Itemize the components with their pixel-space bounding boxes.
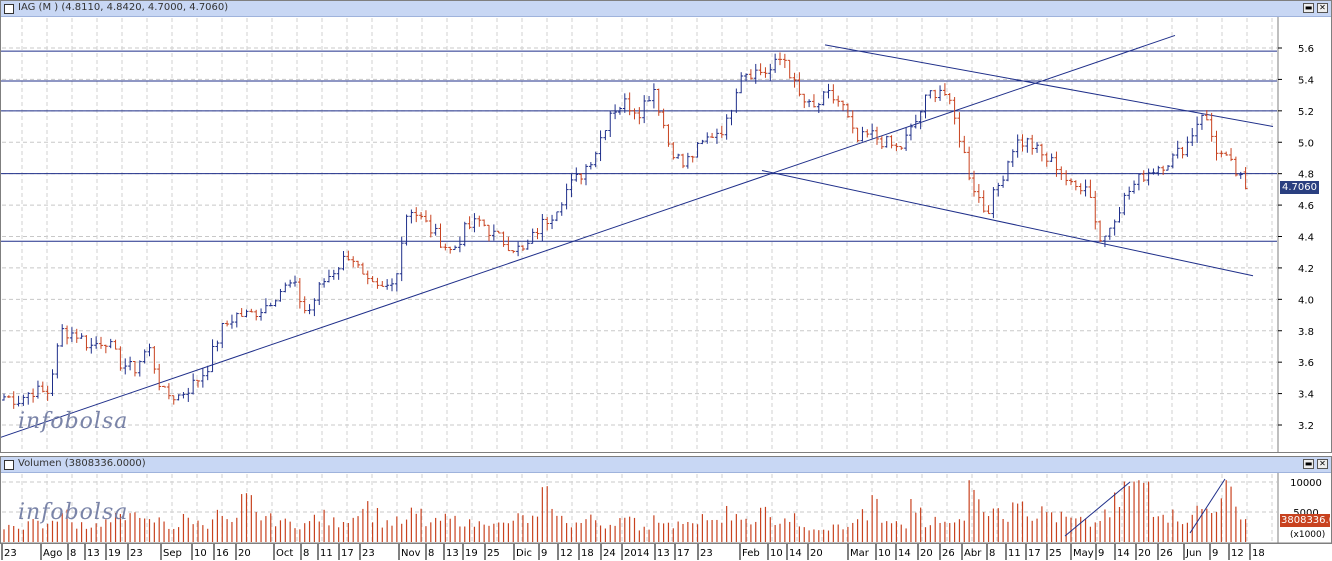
x-tick-label: 26 xyxy=(942,548,955,559)
x-tick-label: 24 xyxy=(603,548,616,559)
x-tick-label: 12 xyxy=(1231,548,1244,559)
x-tick-label: 20 xyxy=(920,548,933,559)
x-tick-label: 13 xyxy=(87,548,100,559)
volume-trendline xyxy=(1064,481,1131,537)
x-tick-label: 23 xyxy=(4,548,17,559)
y-tick-label: 3.4 xyxy=(1298,390,1314,401)
close-button[interactable]: ✕ xyxy=(1317,3,1328,13)
x-tick-label: 18 xyxy=(1252,548,1265,559)
x-tick-label: 9 xyxy=(541,548,547,559)
x-tick-label: 13 xyxy=(446,548,459,559)
last-volume-badge: 3808336.0 xyxy=(1280,514,1330,527)
y-tick-label: 3.2 xyxy=(1298,421,1314,432)
x-tick-label: 20 xyxy=(810,548,823,559)
infobolsa-logo: infobolsa xyxy=(18,500,129,525)
x-tick-label: 18 xyxy=(581,548,594,559)
x-tick-label: 23 xyxy=(362,548,375,559)
x-tick-label: 8 xyxy=(303,548,309,559)
y-tick-label: 3.8 xyxy=(1298,327,1314,338)
volume-panel-title: Volumen (3808336.0000) xyxy=(18,458,146,469)
y-tick-label: 4.4 xyxy=(1298,233,1314,244)
x-tick-label: 11 xyxy=(1008,548,1021,559)
infobolsa-logo: infobolsa xyxy=(18,409,129,434)
trendline xyxy=(1,34,1176,438)
y-tick-label: 5.4 xyxy=(1298,75,1314,86)
x-tick-label: Jun xyxy=(1185,548,1202,559)
x-tick-label: 8 xyxy=(989,548,995,559)
y-tick-label: 4.8 xyxy=(1298,170,1314,181)
x-tick-label: Ago xyxy=(43,548,62,559)
price-panel-title: IAG (M ) (4.8110, 4.8420, 4.7000, 4.7060… xyxy=(18,2,229,13)
volume-bars xyxy=(3,480,1247,542)
close-button[interactable]: ✕ xyxy=(1317,459,1328,469)
trendline xyxy=(824,44,1274,128)
volume-y-tick-label: 10000 xyxy=(1290,478,1322,489)
x-tick-label: Feb xyxy=(742,548,760,559)
x-tick-label: 2014 xyxy=(624,548,649,559)
panel-menu-box[interactable] xyxy=(4,460,14,470)
y-tick-label: 3.6 xyxy=(1298,358,1314,369)
y-tick-label: 4.0 xyxy=(1298,295,1314,306)
volume-y-axis: 10000 5000 xyxy=(1277,473,1322,543)
x-tick-label: 13 xyxy=(657,548,670,559)
x-tick-label: 25 xyxy=(1049,548,1062,559)
x-tick-label: 20 xyxy=(1138,548,1151,559)
minimize-button[interactable]: ▬ xyxy=(1303,3,1314,13)
x-tick-label: 14 xyxy=(898,548,911,559)
x-tick-label: 14 xyxy=(1117,548,1130,559)
grid xyxy=(2,18,1277,542)
price-panel-titlebar: IAG (M ) (4.8110, 4.8420, 4.7000, 4.7060… xyxy=(1,1,1331,17)
x-tick-label: 17 xyxy=(677,548,690,559)
x-tick-label: 23 xyxy=(700,548,713,559)
x-axis: 23 Ago 8 13 19 23 Sep 10 16 20 Oct 8 11 17 23 Nov 8 13 19 2… xyxy=(0,542,1332,560)
y-axis: 5.6 5.4 5.2 5.0 4.8 4.6 4.4 4.2 4.0 3.8 3.6 3.4 3.2 xyxy=(1277,17,1314,452)
ohlc-bars xyxy=(2,52,1248,409)
x-tick-label: 19 xyxy=(108,548,121,559)
x-tick-label: 23 xyxy=(130,548,143,559)
minimize-button[interactable]: ▬ xyxy=(1303,459,1314,469)
x-tick-label: 12 xyxy=(560,548,573,559)
x-tick-label: 8 xyxy=(70,548,76,559)
x-tick-label: 25 xyxy=(487,548,500,559)
x-tick-label: 17 xyxy=(1028,548,1041,559)
x-tick-label: Abr xyxy=(964,548,982,559)
panel-menu-box[interactable] xyxy=(4,4,14,14)
x-tick-label: 19 xyxy=(465,548,478,559)
y-tick-label: 5.2 xyxy=(1298,107,1314,118)
x-tick-label: 11 xyxy=(320,548,333,559)
x-tick-label: Oct xyxy=(276,548,293,559)
x-tick-label: Dic xyxy=(516,548,532,559)
x-tick-label: 16 xyxy=(216,548,229,559)
x-tick-label: 9 xyxy=(1212,548,1218,559)
x-tick-label: 10 xyxy=(878,548,891,559)
volume-unit-label: (x1000) xyxy=(1290,530,1326,540)
trendline xyxy=(761,170,1254,277)
x-tick-label: 20 xyxy=(238,548,251,559)
x-tick-label: 9 xyxy=(1098,548,1104,559)
volume-y-tick-label: 5000 xyxy=(1293,508,1318,519)
x-tick-label: 8 xyxy=(428,548,434,559)
x-tick-label: May xyxy=(1073,548,1094,559)
y-tick-label: 4.2 xyxy=(1298,264,1314,275)
volume-trendlines xyxy=(1064,478,1226,537)
volume-trendline xyxy=(1189,478,1226,534)
trendlines xyxy=(1,34,1274,438)
x-tick-label: Nov xyxy=(401,548,421,559)
volume-panel-titlebar: Volumen (3808336.0000) ▬ ✕ xyxy=(1,457,1331,473)
x-tick-label: 14 xyxy=(789,548,802,559)
x-tick-label: 10 xyxy=(194,548,207,559)
y-tick-label: 4.6 xyxy=(1298,201,1314,212)
x-tick-label: 26 xyxy=(1160,548,1173,559)
x-tick-label: 10 xyxy=(770,548,783,559)
x-tick-label: Mar xyxy=(850,548,870,559)
x-tick-label: Sep xyxy=(163,548,182,559)
last-price-badge: 4.7060 xyxy=(1280,181,1319,194)
x-tick-label: 17 xyxy=(341,548,354,559)
y-tick-label: 5.6 xyxy=(1298,44,1314,55)
y-tick-label: 5.0 xyxy=(1298,138,1314,149)
